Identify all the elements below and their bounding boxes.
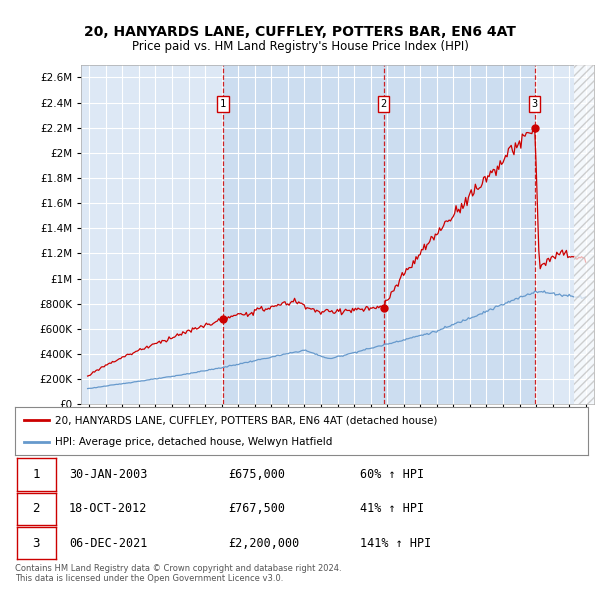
Text: 20, HANYARDS LANE, CUFFLEY, POTTERS BAR, EN6 4AT (detached house): 20, HANYARDS LANE, CUFFLEY, POTTERS BAR,…: [55, 415, 437, 425]
Text: 60% ↑ HPI: 60% ↑ HPI: [360, 468, 424, 481]
Text: 2: 2: [32, 502, 40, 516]
Text: £675,000: £675,000: [228, 468, 285, 481]
Text: Price paid vs. HM Land Registry's House Price Index (HPI): Price paid vs. HM Land Registry's House …: [131, 40, 469, 53]
Bar: [574, 65, 594, 404]
Text: 18-OCT-2012: 18-OCT-2012: [69, 502, 148, 516]
Text: 41% ↑ HPI: 41% ↑ HPI: [360, 502, 424, 516]
Text: 1: 1: [220, 99, 226, 109]
Text: £2,200,000: £2,200,000: [228, 536, 299, 550]
Text: 1: 1: [32, 468, 40, 481]
Text: 30-JAN-2003: 30-JAN-2003: [69, 468, 148, 481]
Bar: [223, 65, 383, 404]
Text: Contains HM Land Registry data © Crown copyright and database right 2024.
This d: Contains HM Land Registry data © Crown c…: [15, 563, 341, 583]
Text: 3: 3: [532, 99, 538, 109]
Text: 06-DEC-2021: 06-DEC-2021: [69, 536, 148, 550]
Text: HPI: Average price, detached house, Welwyn Hatfield: HPI: Average price, detached house, Welw…: [55, 437, 332, 447]
Text: 2: 2: [380, 99, 387, 109]
Text: £767,500: £767,500: [228, 502, 285, 516]
Text: 3: 3: [32, 536, 40, 550]
Text: 141% ↑ HPI: 141% ↑ HPI: [360, 536, 431, 550]
Text: 20, HANYARDS LANE, CUFFLEY, POTTERS BAR, EN6 4AT: 20, HANYARDS LANE, CUFFLEY, POTTERS BAR,…: [84, 25, 516, 39]
Bar: [383, 65, 535, 404]
